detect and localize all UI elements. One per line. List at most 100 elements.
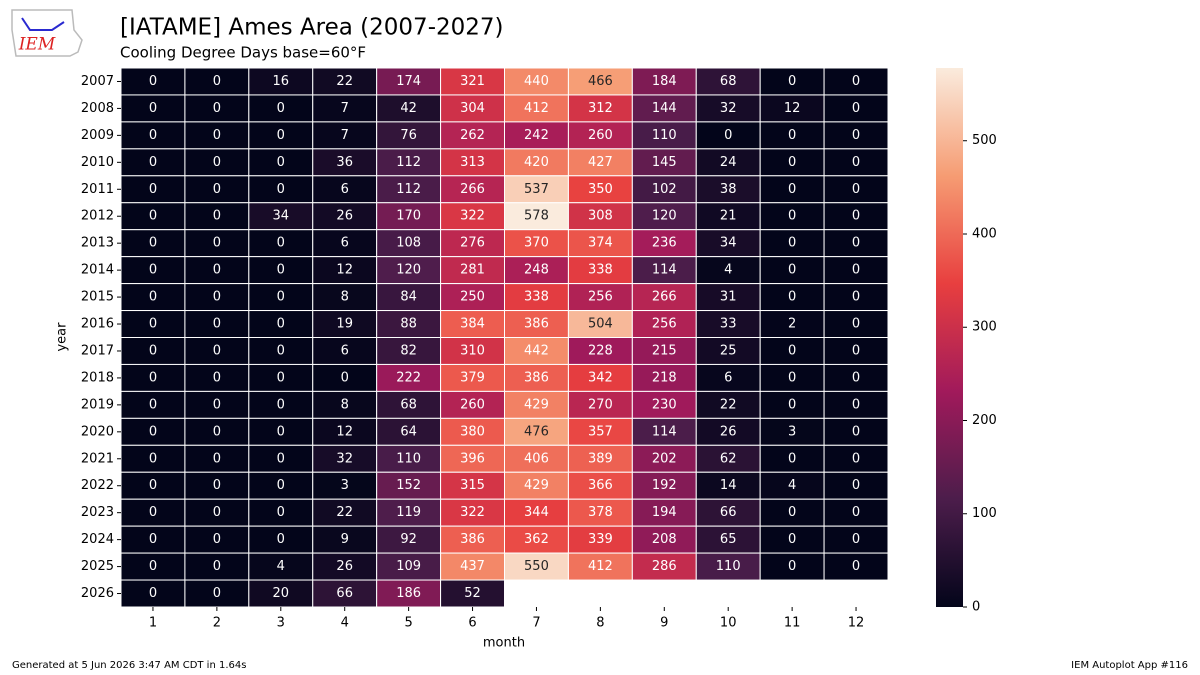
heatmap-cell xyxy=(695,148,761,177)
cell-label: 0 xyxy=(852,451,860,466)
cell-label: 26 xyxy=(336,209,353,224)
heatmap-cell xyxy=(823,498,889,527)
chart-subtitle: Cooling Degree Days base=60°F xyxy=(120,44,366,62)
cell-label: 420 xyxy=(524,155,549,170)
y-tick-label: 2016 xyxy=(81,317,114,332)
cell-label: 0 xyxy=(213,317,221,332)
heatmap-cell xyxy=(631,337,697,365)
x-tick-label: 9 xyxy=(660,616,668,631)
cell-label: 192 xyxy=(652,478,677,493)
cell-label: 322 xyxy=(460,505,485,520)
heatmap-cell xyxy=(376,498,442,527)
cell-label: 286 xyxy=(652,559,677,574)
cell-label: 0 xyxy=(277,370,285,385)
cell-label: 0 xyxy=(277,263,285,278)
cell-label: 0 xyxy=(277,155,285,170)
heatmap-cell xyxy=(440,229,506,258)
cell-label: 6 xyxy=(724,370,732,385)
cell-label: 26 xyxy=(336,559,353,574)
cell-label: 4 xyxy=(788,478,796,493)
heatmap-cell xyxy=(440,202,506,231)
cell-label: 0 xyxy=(149,424,157,439)
heatmap-cell xyxy=(312,417,378,446)
cell-label: 0 xyxy=(213,128,221,143)
cell-label: 0 xyxy=(149,74,157,89)
cell-label: 0 xyxy=(852,74,860,89)
cell-label: 215 xyxy=(652,343,677,358)
cell-label: 0 xyxy=(277,532,285,547)
y-tick-label: 2007 xyxy=(81,74,114,89)
cell-label: 313 xyxy=(460,155,485,170)
heatmap-cell xyxy=(504,202,569,231)
cell-label: 308 xyxy=(588,209,613,224)
cell-label: 108 xyxy=(396,236,421,251)
cell-label: 32 xyxy=(720,101,737,116)
cell-label: 31 xyxy=(720,290,737,305)
cell-label: 0 xyxy=(213,559,221,574)
cell-label: 0 xyxy=(852,343,860,358)
cell-label: 66 xyxy=(720,505,737,520)
heatmap-cell xyxy=(759,390,825,419)
cell-label: 82 xyxy=(400,343,417,358)
cell-label: 0 xyxy=(788,370,796,385)
cell-label: 66 xyxy=(336,586,353,601)
cell-label: 0 xyxy=(149,478,157,493)
heatmap-cell xyxy=(440,579,506,608)
cell-label: 22 xyxy=(336,74,353,89)
cell-label: 412 xyxy=(588,559,613,574)
heatmap-cell xyxy=(823,310,889,338)
heatmap-cell xyxy=(312,256,378,285)
cell-label: 6 xyxy=(341,236,349,251)
heatmap-cell xyxy=(312,310,378,338)
cell-label: 7 xyxy=(341,128,349,143)
cell-label: 22 xyxy=(336,505,353,520)
cell-label: 6 xyxy=(341,182,349,197)
cell-label: 218 xyxy=(652,370,677,385)
cell-label: 0 xyxy=(852,209,860,224)
y-tick-label: 2015 xyxy=(81,290,114,305)
heatmap-cell xyxy=(567,175,633,204)
heatmap-cell xyxy=(567,310,633,338)
cell-label: 248 xyxy=(524,263,549,278)
cell-label: 0 xyxy=(213,263,221,278)
heatmap-cell xyxy=(567,202,633,231)
heatmap-cell xyxy=(631,229,697,258)
heatmap-cell xyxy=(759,310,825,338)
heatmap-cell xyxy=(504,471,569,500)
heatmap-cell xyxy=(759,444,825,473)
cell-label: 386 xyxy=(524,317,549,332)
cell-label: 0 xyxy=(213,397,221,412)
cell-label: 186 xyxy=(396,586,421,601)
heatmap-cell xyxy=(759,94,825,123)
heatmap-cell xyxy=(695,94,761,123)
cell-label: 374 xyxy=(588,236,613,251)
colorbar-tick-label: 300 xyxy=(972,320,997,335)
chart-title: [IATAME] Ames Area (2007-2027) xyxy=(120,15,504,41)
colorbar-tick-label: 0 xyxy=(972,600,980,615)
heatmap-cell xyxy=(823,471,889,500)
heatmap-cell xyxy=(567,283,633,312)
cell-label: 0 xyxy=(149,101,157,116)
cell-label: 38 xyxy=(720,182,737,197)
cell-label: 0 xyxy=(724,128,732,143)
heatmap-cell xyxy=(376,175,442,204)
cell-label: 0 xyxy=(788,532,796,547)
cell-label: 110 xyxy=(716,559,741,574)
y-tick-label: 2012 xyxy=(81,209,114,224)
heatmap-cell xyxy=(823,256,889,285)
heatmap-cell xyxy=(184,552,250,581)
heatmap-cell xyxy=(120,148,186,177)
heatmap-cell xyxy=(184,525,250,554)
cell-label: 315 xyxy=(460,478,485,493)
heatmap-cell xyxy=(504,498,569,527)
cell-label: 144 xyxy=(652,101,677,116)
cell-label: 36 xyxy=(336,155,353,170)
cell-label: 0 xyxy=(213,586,221,601)
cell-label: 0 xyxy=(852,532,860,547)
cell-label: 0 xyxy=(149,209,157,224)
cell-label: 0 xyxy=(852,182,860,197)
y-tick-label: 2008 xyxy=(81,101,114,116)
heatmap-cell xyxy=(312,579,378,608)
heatmap-cell xyxy=(759,148,825,177)
